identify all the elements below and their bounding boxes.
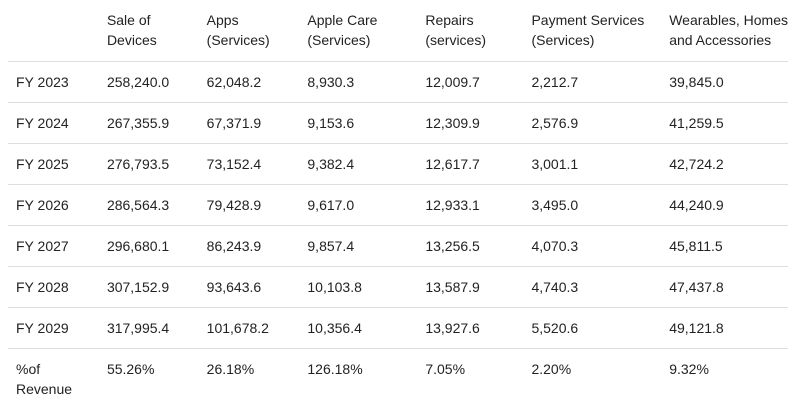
table-cell: 73,152.4 [198,143,300,185]
table-cell: 276,793.5 [98,143,199,185]
table-cell: 317,995.4 [98,307,199,349]
revenue-table: Sale of Devices Apps (Services) Apple Ca… [8,0,788,405]
table-cell: 101,678.2 [198,307,300,349]
header-line: Sale of [106,12,151,28]
table-cell: 45,811.5 [661,225,788,267]
table-cell: 13,587.9 [417,266,524,308]
table-header: Sale of Devices Apps (Services) Apple Ca… [8,0,788,62]
header-line: (services) [425,32,486,48]
table-row: FY 2025 276,793.5 73,152.4 9,382.4 12,61… [8,143,788,185]
table-cell: 9,153.6 [299,102,418,144]
row-label-line: %of [16,361,41,377]
row-label: FY 2026 [8,184,99,226]
table-cell: 3,495.0 [523,184,662,226]
table-cell: 26.18% [206,361,255,377]
header-cell-apple-care: Apple Care (Services) [299,0,418,62]
header-cell-apps: Apps (Services) [198,0,300,62]
table-row: FY 2026 286,564.3 79,428.9 9,617.0 12,93… [8,184,788,226]
header-row: Sale of Devices Apps (Services) Apple Ca… [8,0,788,62]
row-label-revenue: %of Revenue [8,349,99,406]
row-label: FY 2027 [8,225,99,267]
row-label: FY 2024 [8,102,99,144]
table-cell: 39,845.0 [661,61,788,103]
table-cell: 258,240.0 [98,61,199,103]
table-cell: 4,070.3 [523,225,662,267]
table-body: FY 2023 258,240.0 62,048.2 8,930.3 12,00… [8,61,788,406]
table-cell: 10,103.8 [299,266,418,308]
header-line: Wearables, Homes [669,12,788,28]
header-line: Repairs [425,12,474,28]
table-cell: 2,576.9 [523,102,662,144]
header-cell-payment-services: Payment Services (Services) [523,0,662,62]
row-label-line: Revenue [16,381,73,397]
header-line: and Accessories [669,32,772,48]
header-line: Apps [206,12,239,28]
header-line: (Services) [531,32,595,48]
row-label: FY 2029 [8,307,99,349]
header-line: Devices [106,32,157,48]
table-cell: 9,382.4 [299,143,418,185]
table-row: FY 2024 267,355.9 67,371.9 9,153.6 12,30… [8,102,788,144]
table-row: FY 2023 258,240.0 62,048.2 8,930.3 12,00… [8,61,788,103]
table-cell: 2.20% [531,361,572,377]
table-cell: 41,259.5 [661,102,788,144]
table-cell: 13,256.5 [417,225,524,267]
table-cell: 267,355.9 [98,102,199,144]
table-cell: 4,740.3 [523,266,662,308]
table-cell: 12,309.9 [417,102,524,144]
table-cell: 10,356.4 [299,307,418,349]
header-cell-sale-of-devices: Sale of Devices [98,0,199,62]
table-cell: 286,564.3 [98,184,199,226]
table-cell: 3,001.1 [523,143,662,185]
table-cell: 12,009.7 [417,61,524,103]
table-cell: 44,240.9 [661,184,788,226]
header-line: (Services) [206,32,270,48]
table-cell: 49,121.8 [661,307,788,349]
header-line: Apple Care [307,12,378,28]
row-label: FY 2023 [8,61,99,103]
table-cell: 5,520.6 [523,307,662,349]
table-cell: 62,048.2 [198,61,300,103]
table-cell: 67,371.9 [198,102,300,144]
header-cell-empty [8,0,99,62]
table-cell: 9,617.0 [299,184,418,226]
table-cell: 79,428.9 [198,184,300,226]
header-cell-repairs: Repairs (services) [417,0,524,62]
table-cell: 47,437.8 [661,266,788,308]
table-cell: 42,724.2 [661,143,788,185]
table-cell: 86,243.9 [198,225,300,267]
table-cell: 9,857.4 [299,225,418,267]
table-cell: 296,680.1 [98,225,199,267]
table-cell: 12,933.1 [417,184,524,226]
header-line: (Services) [307,32,371,48]
table-cell: 7.05% [425,361,466,377]
row-label: FY 2028 [8,266,99,308]
table-cell: 12,617.7 [417,143,524,185]
header-line: Payment Services [531,12,645,28]
table-row: FY 2028 307,152.9 93,643.6 10,103.8 13,5… [8,266,788,308]
table-cell: 9.32% [669,361,709,377]
table-cell: 2,212.7 [523,61,662,103]
table-cell: 55.26% [106,361,155,377]
revenue-share-row: %of Revenue 55.26% 26.18% 126.18% 7.05% … [8,349,788,406]
table-cell: 8,930.3 [299,61,418,103]
table-cell: 93,643.6 [198,266,300,308]
row-label: FY 2025 [8,143,99,185]
table-cell: 13,927.6 [417,307,524,349]
table-cell: 307,152.9 [98,266,199,308]
table-row: FY 2029 317,995.4 101,678.2 10,356.4 13,… [8,307,788,349]
header-cell-wearables: Wearables, Homes and Accessories [661,0,788,62]
table-cell: 126.18% [307,361,363,377]
table-row: FY 2027 296,680.1 86,243.9 9,857.4 13,25… [8,225,788,267]
